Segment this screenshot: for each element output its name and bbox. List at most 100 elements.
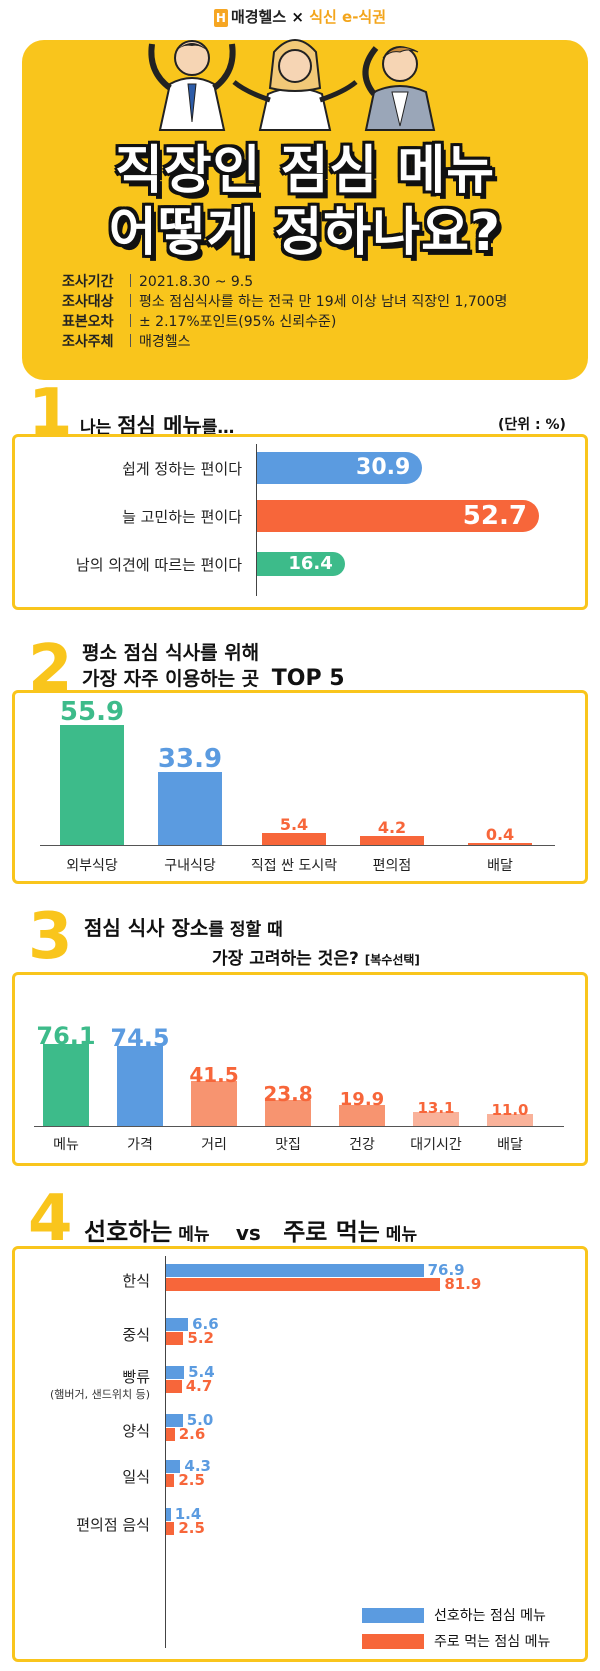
chart4-bar xyxy=(166,1460,181,1473)
chart4-value-label: 76.9 xyxy=(427,1261,465,1279)
chart2-bar xyxy=(468,843,532,845)
chart3-box xyxy=(12,972,588,1166)
survey-info-row: 조사대상 평소 점심식사를 하는 전국 만 19세 이상 남녀 직장인 1,700… xyxy=(62,294,508,310)
chart2-category-label: 배달 xyxy=(487,858,513,874)
chart4-value-label: 5.4 xyxy=(188,1363,215,1381)
chart2-value-label: 55.9 xyxy=(59,696,125,727)
chart3-axis xyxy=(34,1126,564,1127)
chart4-bar xyxy=(166,1414,183,1427)
chart4-value-label: 2.5 xyxy=(178,1519,205,1537)
brand-bar: H 매경헬스 × 식신 e-식권 xyxy=(0,4,600,30)
brand-h-icon: H xyxy=(213,8,228,27)
chart4-bar xyxy=(166,1318,189,1331)
chart1-bar: 16.4 xyxy=(257,552,345,576)
section1-unit: (단위 : %) xyxy=(498,417,566,433)
chart3-value-label: 76.1 xyxy=(36,1021,96,1050)
worker-woman-middle-icon xyxy=(232,39,358,131)
chart4-category-label: 편의점 음식 xyxy=(76,1516,150,1534)
chart3-value-label: 19.9 xyxy=(339,1088,385,1110)
chart3-bar xyxy=(43,1043,89,1126)
chart4-axis xyxy=(165,1256,166,1648)
chart2-value-label: 33.9 xyxy=(157,744,223,775)
main-title-line1: 직장인 점심 메뉴 xyxy=(114,141,496,201)
chart4-bar xyxy=(166,1522,175,1535)
chart4-value-label: 5.2 xyxy=(187,1329,214,1347)
chart2-bar xyxy=(360,835,424,845)
chart1-bar: 52.7 xyxy=(257,500,539,532)
chart3-bar xyxy=(487,1114,533,1126)
chart4-category-label: 중식 xyxy=(122,1326,150,1344)
chart4-value-label: 2.5 xyxy=(178,1471,205,1489)
section3-title-line1: 점심 식사 장소를 정할 때 xyxy=(84,916,283,940)
chart4-bar xyxy=(166,1332,184,1345)
chart4-category-label: 양식 xyxy=(122,1422,150,1440)
chart2-bar xyxy=(60,724,124,845)
chart3-category-label: 맛집 xyxy=(275,1137,301,1153)
chart2-category-label: 직접 싼 도시락 xyxy=(250,858,338,874)
chart3-category-label: 메뉴 xyxy=(53,1137,79,1153)
chart4-category-label: 빵류 xyxy=(122,1368,150,1386)
survey-info-row: 조사주체 매경헬스 xyxy=(62,334,191,350)
survey-info: 조사기간 2021.8.30 ~ 9.5 조사대상 평소 점심식사를 하는 전국 만… xyxy=(62,272,507,352)
section3-number: 3 xyxy=(28,900,73,974)
chart4-bar xyxy=(166,1428,175,1441)
chart4-value-label: 5.0 xyxy=(186,1411,214,1429)
worker-man-right-icon xyxy=(362,46,436,131)
section2-title: 평소 점심 식사를 위해 가장 자주 이용하는 곳 TOP 5 xyxy=(82,642,345,691)
chart4-value-label: 6.6 xyxy=(192,1315,219,1333)
chart2-category-label: 편의점 xyxy=(372,858,412,874)
brand-separator: × xyxy=(291,8,304,26)
chart2-value-label: 0.4 xyxy=(485,825,515,844)
chart4-value-label: 4.3 xyxy=(184,1457,211,1475)
section4-number: 4 xyxy=(28,1182,73,1256)
chart1-bar: 30.9 xyxy=(257,452,423,484)
chart4-value-label: 2.6 xyxy=(178,1425,206,1443)
office-workers-illustration xyxy=(148,39,436,131)
chart3-value-label: 11.0 xyxy=(491,1101,529,1120)
chart4-bar xyxy=(166,1474,175,1487)
chart2-bar xyxy=(158,772,222,845)
chart3-value-label: 74.5 xyxy=(110,1023,170,1052)
chart4-category-label: 일식 xyxy=(122,1468,150,1486)
legend-item-eaten: 주로 먹는 점심 메뉴 xyxy=(362,1631,550,1651)
legend-swatch-orange xyxy=(362,1633,424,1649)
chart4-bar xyxy=(166,1278,441,1291)
chart3-value-label: 13.1 xyxy=(417,1098,455,1117)
chart2-value-label: 5.4 xyxy=(279,815,309,835)
legend-item-preferred: 선호하는 점심 메뉴 xyxy=(362,1605,550,1625)
main-title-line2: 어떻게 정하나요? xyxy=(108,203,502,263)
chart4-category-label: 한식 xyxy=(122,1272,150,1290)
chart3-bar xyxy=(339,1104,385,1126)
chart3-category-label: 배달 xyxy=(497,1137,523,1153)
chart4-value-label: 81.9 xyxy=(444,1275,482,1293)
header: H 매경헬스 × 식신 e-식권 xyxy=(0,0,600,395)
chart4-value-label: 1.4 xyxy=(174,1505,202,1523)
chart3-bar xyxy=(191,1081,237,1126)
survey-info-row: 조사기간 2021.8.30 ~ 9.5 xyxy=(62,274,254,290)
chart3-bar xyxy=(265,1100,311,1126)
chart2-axis xyxy=(40,845,555,846)
chart3-category-label: 거리 xyxy=(201,1137,227,1153)
brand-logo-right: 식신 e-식권 xyxy=(309,8,387,26)
section3-title-line2: 가장 고려하는 것은? [복수선택] xyxy=(212,949,420,969)
chart2-value-label: 4.2 xyxy=(377,817,407,837)
chart4-bar xyxy=(166,1380,182,1393)
chart3-category-label: 건강 xyxy=(349,1137,375,1153)
chart2-bar xyxy=(262,833,326,845)
chart4-value-label: 4.7 xyxy=(185,1377,213,1395)
section4-title: 선호하는 메뉴 vs 주로 먹는 메뉴 xyxy=(84,1218,418,1246)
chart1-category-label: 늘 고민하는 편이다 xyxy=(122,508,242,526)
chart3-bar xyxy=(413,1111,459,1126)
brand-logo-left: H 매경헬스 xyxy=(213,8,287,27)
worker-man-left-icon xyxy=(148,40,236,131)
chart4-box xyxy=(12,1246,588,1662)
chart1-category-label: 남의 의견에 따르는 편이다 xyxy=(75,556,242,574)
chart4-category-note: (햄버거, 샌드위치 등) xyxy=(49,1388,150,1401)
chart4-legend: 선호하는 점심 메뉴 주로 먹는 점심 메뉴 xyxy=(362,1605,550,1651)
chart3-value-label: 41.5 xyxy=(189,1063,239,1088)
chart4-bar xyxy=(166,1366,185,1379)
chart3-bar xyxy=(117,1045,163,1126)
chart3-value-label: 23.8 xyxy=(263,1082,313,1107)
chart2-category-label: 구내식당 xyxy=(164,858,216,874)
chart2-category-label: 외부식당 xyxy=(66,858,118,874)
